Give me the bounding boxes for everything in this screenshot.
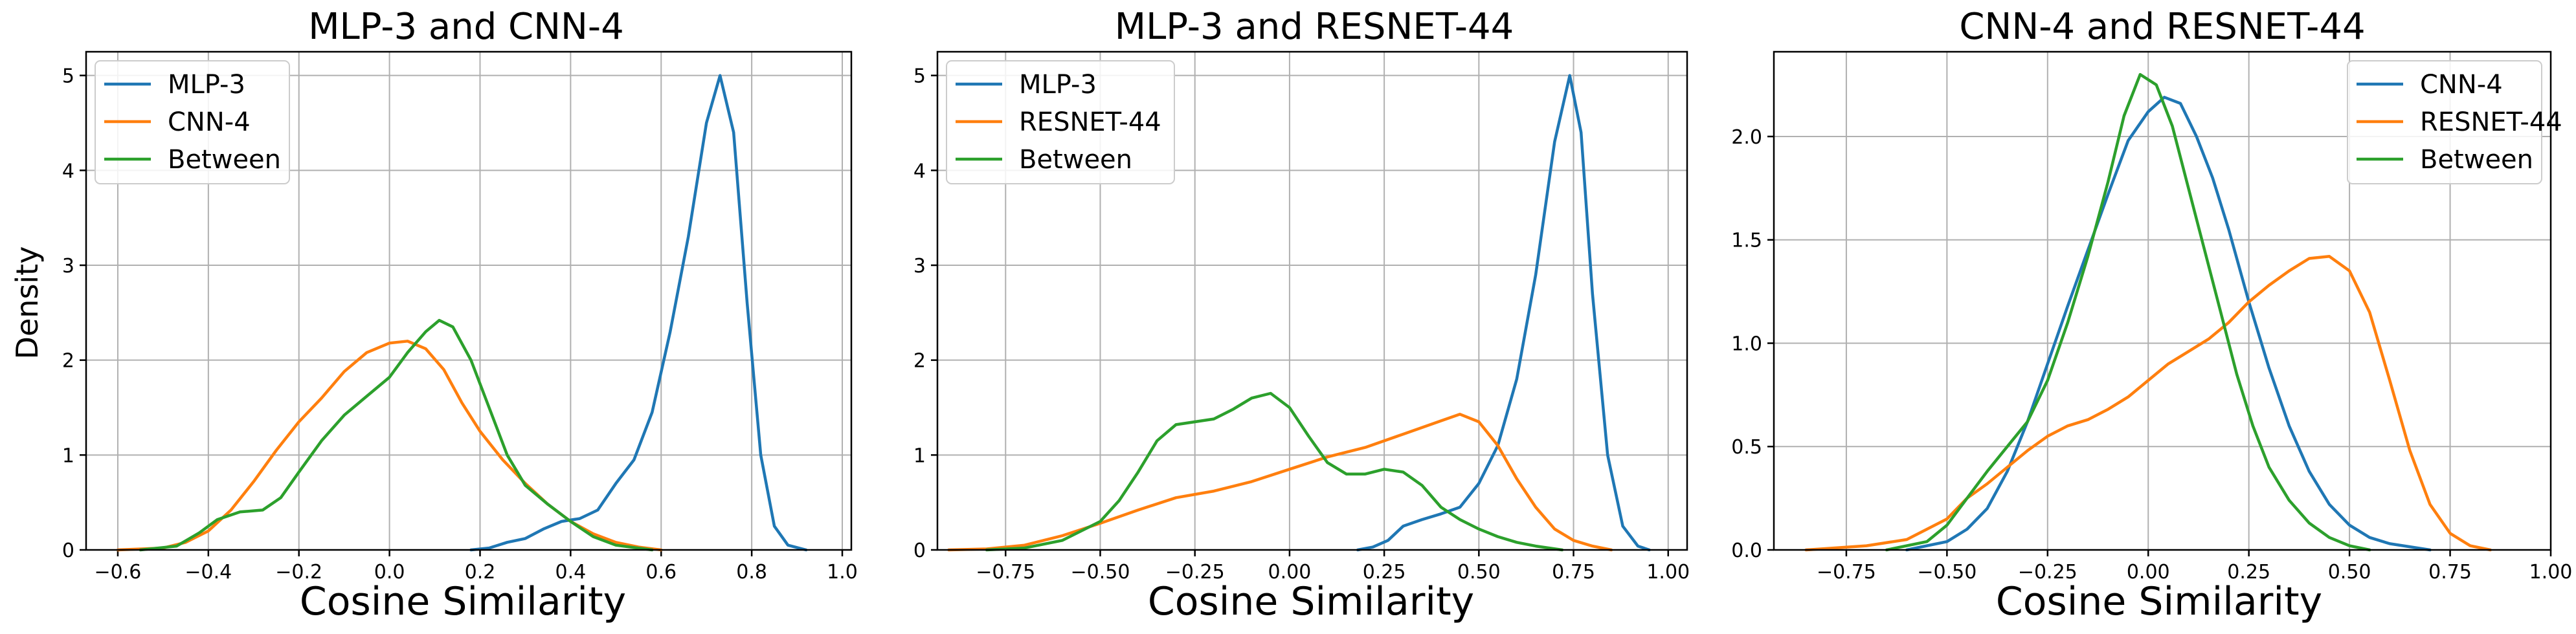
legend-label: MLP-3 <box>168 70 245 100</box>
x-tick-label: 1.00 <box>2529 561 2573 584</box>
y-tick-label: 2 <box>62 350 74 373</box>
series-line-mlp-3 <box>469 74 808 552</box>
legend-label: CNN-4 <box>2420 70 2503 100</box>
y-tick-label: 3 <box>62 255 74 278</box>
axes-frame <box>1773 50 2552 551</box>
y-tick-label: 4 <box>913 160 926 182</box>
legend-label: MLP-3 <box>1019 70 1097 100</box>
x-tick-label: −0.6 <box>95 561 142 584</box>
series-line-between <box>985 391 1564 552</box>
x-tick-label: 0.25 <box>2227 561 2270 584</box>
x-tick-label: −0.50 <box>1071 561 1130 584</box>
x-tick-label: 0.50 <box>1457 561 1501 584</box>
y-tick-label: 1 <box>62 444 74 467</box>
x-tick-label: −0.25 <box>2018 561 2078 584</box>
y-tick-label: 2 <box>913 350 926 373</box>
y-tick-label: 1.5 <box>1731 230 1762 252</box>
series-line-between <box>139 318 654 552</box>
legend: MLP-3 RESNET-44 Between <box>946 60 1175 184</box>
x-tick-label: 0.4 <box>555 561 587 584</box>
panel-3-plot: −0.75 −0.50 −0.25 0.00 0.25 0.50 0.75 1.00 0.0 0.… <box>1731 50 2573 584</box>
x-tick-label: 0.00 <box>2127 561 2170 584</box>
panel-2-plot: −0.75 −0.50 −0.25 0.00 0.25 0.50 0.75 1.00 0 1 2 3 4… <box>913 50 1690 584</box>
y-tick-label: 0 <box>62 540 74 562</box>
x-tick-label: 0.25 <box>1363 561 1406 584</box>
y-tick-label: 2.0 <box>1731 126 1762 149</box>
series-line-between <box>1885 72 2371 552</box>
legend-label: RESNET-44 <box>2420 107 2562 137</box>
legend-label: CNN-4 <box>168 107 251 137</box>
series-line-mlp-3 <box>1356 74 1651 552</box>
legend: MLP-3 CNN-4 Between <box>95 60 290 184</box>
y-tick-label: 3 <box>913 255 926 278</box>
legend: CNN-4 RESNET-44 Between <box>2347 60 2562 184</box>
legend-box <box>2347 60 2542 184</box>
panel-3-title: CNN-4 and RESNET-44 <box>1959 6 2365 48</box>
y-tick-label: 4 <box>62 160 74 182</box>
panel-2: MLP-3 and RESNET-44 −0.75 −0.50 −0.25 0.00 0… <box>913 6 1690 624</box>
x-tick-label: −0.75 <box>976 561 1035 584</box>
x-tick-label: 0.00 <box>1268 561 1312 584</box>
y-tick-label: 0.0 <box>1731 540 1762 562</box>
axes-frame <box>936 50 1688 551</box>
x-tick-label: −0.4 <box>185 561 232 584</box>
y-tick-label: 5 <box>62 65 74 88</box>
panel-1-xlabel: Cosine Similarity <box>300 579 626 624</box>
x-tick-label: 0.6 <box>645 561 677 584</box>
panel-3: CNN-4 and RESNET-44 −0.75 −0.50 −0.25 0.00 0… <box>1731 6 2572 624</box>
x-tick-label: 1.00 <box>1646 561 1690 584</box>
x-tick-label: −0.50 <box>1917 561 1977 584</box>
x-tick-label: 0.0 <box>374 561 405 584</box>
axes-frame <box>85 50 853 551</box>
panel-1-title: MLP-3 and CNN-4 <box>308 6 624 48</box>
y-tick-label: 0 <box>913 540 926 562</box>
x-tick-label: −0.25 <box>1165 561 1225 584</box>
series-line-resnet-44 <box>947 413 1613 552</box>
x-tick-label: 0.8 <box>736 561 767 584</box>
panel-3-xlabel: Cosine Similarity <box>1996 579 2322 624</box>
y-tick-label: 5 <box>913 65 926 88</box>
y-tick-label: 1 <box>913 444 926 467</box>
panel-1: MLP-3 and CNN-4 Density −0.6 −0.4 −0.2 0.0 0… <box>10 6 858 624</box>
legend-label: Between <box>1019 145 1132 175</box>
x-tick-label: 0.2 <box>465 561 496 584</box>
x-tick-label: 0.50 <box>2328 561 2371 584</box>
legend-label: RESNET-44 <box>1019 107 1161 137</box>
x-tick-label: 0.75 <box>1552 561 1595 584</box>
legend-label: Between <box>168 145 281 175</box>
x-tick-label: −0.2 <box>275 561 322 584</box>
legend-box <box>95 60 290 184</box>
x-tick-label: 0.75 <box>2428 561 2472 584</box>
panel-2-xlabel: Cosine Similarity <box>1148 579 1474 624</box>
panel-1-ylabel: Density <box>10 246 45 360</box>
panel-1-plot: −0.6 −0.4 −0.2 0.0 0.2 0.4 0.6 0.8 1.0 0 1 2 3 4 5 MLP-… <box>62 50 858 584</box>
x-tick-label: −0.75 <box>1817 561 1876 584</box>
y-tick-label: 0.5 <box>1731 436 1762 459</box>
panel-2-title: MLP-3 and RESNET-44 <box>1115 6 1514 48</box>
x-tick-label: 1.0 <box>827 561 858 584</box>
legend-box <box>946 60 1175 184</box>
series-line-resnet-44 <box>1804 255 2492 552</box>
y-tick-label: 1.0 <box>1731 333 1762 355</box>
legend-label: Between <box>2420 145 2533 175</box>
